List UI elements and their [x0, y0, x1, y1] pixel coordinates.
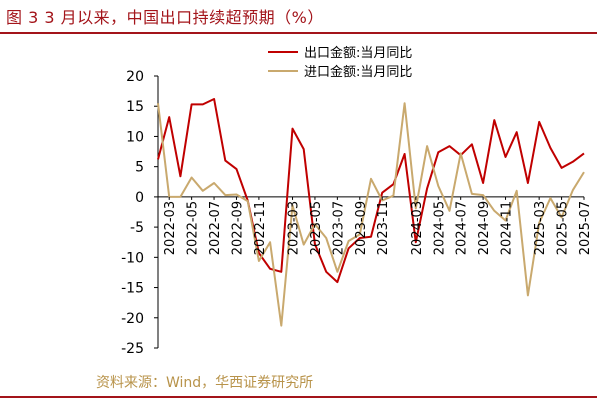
- y-tick-label: -15: [121, 281, 144, 297]
- bottom-divider: [0, 396, 597, 398]
- y-tick-label: -10: [121, 250, 144, 266]
- series-line-export: [157, 98, 585, 284]
- figure-title: 图 3 3 月以来，中国出口持续超预期（%）: [6, 8, 324, 27]
- source-note: 资料来源：Wind，华西证券研究所: [96, 375, 314, 391]
- chart-legend: 出口金额:当月同比 进口金额:当月同比: [268, 45, 412, 80]
- y-tick-label: 5: [135, 160, 144, 176]
- x-tick-label: 2025-05: [556, 201, 571, 255]
- x-tick-label: 2022-05: [186, 201, 201, 255]
- x-tick-label: 2022-07: [208, 201, 223, 255]
- x-tick-label: 2024-05: [432, 201, 447, 255]
- y-tick-label: -5: [130, 220, 144, 236]
- title-divider: [0, 32, 597, 34]
- x-tick-label: 2023-07: [331, 201, 346, 255]
- x-tick-label: 2022-11: [253, 201, 268, 255]
- x-tick-label: 2024-07: [455, 201, 470, 255]
- series-line-import: [157, 102, 585, 327]
- x-tick-label: 2024-11: [500, 201, 515, 255]
- legend-label-export: 出口金额:当月同比: [304, 45, 412, 61]
- y-tick-label: 10: [126, 129, 144, 145]
- y-tick-label: -25: [121, 341, 144, 357]
- y-tick-label: 0: [135, 190, 144, 206]
- y-tick-label: 15: [126, 99, 144, 115]
- x-tick-label: 2023-11: [376, 201, 391, 255]
- x-tick-label: 2024-03: [410, 201, 425, 255]
- x-tick-label: 2023-03: [287, 201, 302, 255]
- plot-area: 20 15 10 5 0 -5 -10 -15 -20 -25 2022-03 2022-05 2022…: [121, 69, 593, 357]
- x-tick-label: 2025-03: [533, 201, 548, 255]
- x-tick-label: 2025-07: [578, 201, 593, 255]
- x-tick-label: 2022-03: [163, 201, 178, 255]
- x-tick-label: 2023-05: [309, 201, 324, 255]
- x-tick-label: 2023-09: [354, 201, 369, 255]
- legend-label-import: 进口金额:当月同比: [304, 64, 412, 80]
- y-tick-label: -20: [121, 311, 144, 327]
- y-tick-label: 20: [126, 69, 144, 85]
- x-tick-label: 2024-09: [477, 201, 492, 255]
- x-tick-label: 2022-09: [231, 201, 246, 255]
